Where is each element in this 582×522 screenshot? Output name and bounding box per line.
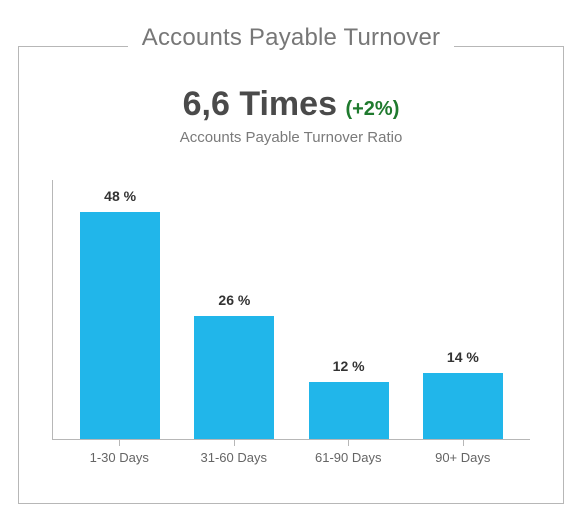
x-tick — [463, 440, 464, 446]
bar-slot: 12 % — [292, 180, 406, 439]
bar-value-label: 48 % — [104, 188, 136, 204]
kpi-block: 6,6 Times (+2%) Accounts Payable Turnove… — [18, 86, 564, 146]
x-category: 90+ Days — [406, 440, 521, 480]
bar — [80, 212, 160, 439]
x-label: 61-90 Days — [291, 450, 406, 465]
plot-area: 48 % 26 % 12 % 14 % — [52, 180, 530, 440]
bar-value-label: 12 % — [333, 358, 365, 374]
bar-slot: 48 % — [63, 180, 177, 439]
x-label: 31-60 Days — [177, 450, 292, 465]
x-category: 31-60 Days — [177, 440, 292, 480]
bar-slot: 14 % — [406, 180, 520, 439]
kpi-subtitle: Accounts Payable Turnover Ratio — [18, 129, 564, 146]
bar — [309, 382, 389, 439]
x-axis: 1-30 Days31-60 Days61-90 Days90+ Days — [52, 440, 530, 480]
x-label: 90+ Days — [406, 450, 521, 465]
title-wrap: Accounts Payable Turnover — [0, 24, 582, 52]
bar-slot: 26 % — [177, 180, 291, 439]
bar-value-label: 26 % — [218, 292, 250, 308]
x-category: 61-90 Days — [291, 440, 406, 480]
bar-value-label: 14 % — [447, 349, 479, 365]
x-tick — [234, 440, 235, 446]
x-tick — [348, 440, 349, 446]
x-category: 1-30 Days — [62, 440, 177, 480]
x-tick — [119, 440, 120, 446]
kpi-value: 6,6 Times — [183, 85, 337, 123]
kpi-delta: (+2%) — [345, 98, 399, 120]
bar-chart: 48 % 26 % 12 % 14 % 1-30 Days31-60 Days61-9… — [40, 180, 542, 480]
x-label: 1-30 Days — [62, 450, 177, 465]
card-title: Accounts Payable Turnover — [142, 24, 441, 51]
bar — [423, 373, 503, 439]
bar — [194, 316, 274, 439]
